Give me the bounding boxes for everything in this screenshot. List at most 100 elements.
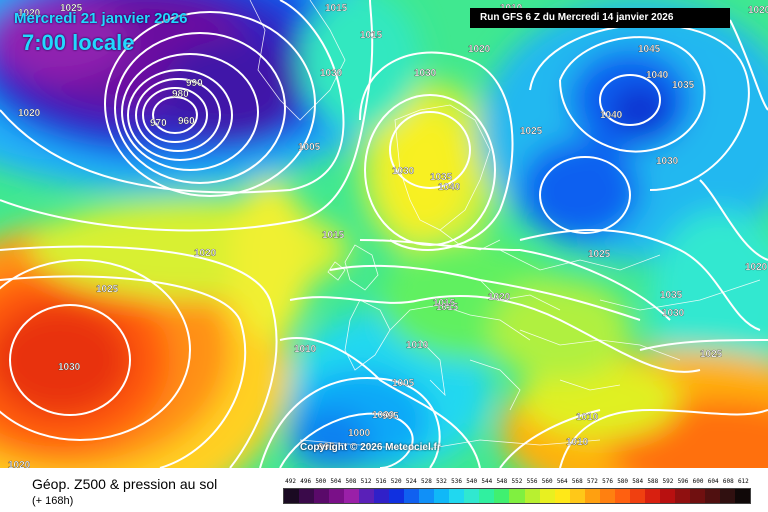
legend-swatch bbox=[734, 489, 750, 503]
run-banner: Run GFS 6 Z du Mercredi 14 janvier 2026 bbox=[470, 8, 730, 28]
legend-swatch bbox=[359, 489, 375, 503]
footer: Géop. Z500 & pression au sol (+ 168h) 49… bbox=[0, 468, 768, 512]
legend-swatch bbox=[419, 489, 435, 503]
legend-swatch bbox=[644, 489, 660, 503]
isobar-label: 1015 bbox=[322, 230, 345, 241]
legend-value-496: 496 bbox=[300, 478, 312, 485]
legend-swatch bbox=[569, 489, 585, 503]
isobar-label: 1030 bbox=[392, 166, 415, 177]
isobar-label: 1020 bbox=[8, 460, 31, 468]
isobar-label: 1010 bbox=[566, 437, 589, 448]
isobar-label: 1030 bbox=[414, 68, 437, 79]
legend-value-500: 500 bbox=[315, 478, 327, 485]
legend-value-524: 524 bbox=[405, 478, 417, 485]
legend-swatch bbox=[299, 489, 315, 503]
isobar-label: 960 bbox=[178, 116, 195, 127]
legend-value-508: 508 bbox=[345, 478, 357, 485]
map-title: Géop. Z500 & pression au sol bbox=[32, 476, 218, 492]
legend-value-568: 568 bbox=[571, 478, 583, 485]
isobar-label: 1035 bbox=[430, 172, 453, 183]
isobar-label: 1035 bbox=[660, 290, 683, 301]
legend-value-548: 548 bbox=[496, 478, 508, 485]
isobar-label: 1025 bbox=[60, 3, 83, 14]
legend-swatch bbox=[554, 489, 570, 503]
legend-value-588: 588 bbox=[647, 478, 659, 485]
isobar-label: 1010 bbox=[294, 344, 317, 355]
isobar-label: 1020 bbox=[748, 5, 768, 16]
legend-swatch bbox=[344, 489, 360, 503]
legend-swatch bbox=[524, 489, 540, 503]
isobar-label: 1015 bbox=[433, 298, 456, 309]
forecast-lead-label: (+ 168h) bbox=[32, 495, 74, 507]
isobar-label: 1020 bbox=[745, 262, 768, 273]
isobar-label: 980 bbox=[172, 89, 189, 100]
valid-date-label: Mercredi 21 janvier 2026 bbox=[14, 10, 188, 27]
legend-swatch bbox=[314, 489, 330, 503]
legend-value-556: 556 bbox=[526, 478, 538, 485]
legend-value-580: 580 bbox=[617, 478, 629, 485]
legend-value-520: 520 bbox=[390, 478, 402, 485]
legend-value-512: 512 bbox=[360, 478, 372, 485]
legend-value-572: 572 bbox=[587, 478, 598, 485]
legend-swatch bbox=[449, 489, 465, 503]
isobar-label: 1020 bbox=[468, 44, 491, 55]
legend-swatch bbox=[704, 489, 720, 503]
legend-swatch bbox=[434, 489, 450, 503]
legend-swatch bbox=[509, 489, 525, 503]
isobar-label: 1040 bbox=[646, 70, 669, 81]
legend-value-552: 552 bbox=[511, 478, 523, 485]
legend-value-492: 492 bbox=[285, 478, 296, 485]
legend-value-532: 532 bbox=[436, 478, 447, 485]
legend-swatch bbox=[404, 489, 420, 503]
isobar-label: 1020 bbox=[18, 8, 41, 19]
legend-value-596: 596 bbox=[677, 478, 689, 485]
legend-value-516: 516 bbox=[375, 478, 387, 485]
isobar-label: 1030 bbox=[58, 362, 81, 373]
legend-swatch bbox=[719, 489, 735, 503]
isobar-label: 1025 bbox=[96, 284, 119, 295]
legend-swatch bbox=[539, 489, 555, 503]
isobar-label: 1035 bbox=[672, 80, 695, 91]
legend-swatch bbox=[689, 489, 705, 503]
isobar-label: 1040 bbox=[438, 182, 461, 193]
legend-value-504: 504 bbox=[330, 478, 342, 485]
legend-value-576: 576 bbox=[602, 478, 613, 485]
legend-swatch bbox=[284, 489, 300, 503]
legend-swatch bbox=[329, 489, 345, 503]
legend-swatch bbox=[494, 489, 510, 503]
isobar-label: 1000 bbox=[348, 428, 371, 439]
legend-swatch bbox=[674, 489, 690, 503]
isobar-label: 1015 bbox=[360, 30, 383, 41]
copyright-label: Copyright © 2026 Meteociel.fr bbox=[300, 442, 441, 453]
legend-value-612: 612 bbox=[737, 478, 749, 485]
legend-swatch bbox=[374, 489, 390, 503]
isobar-label: 1025 bbox=[520, 126, 543, 137]
isobar-label: 1015 bbox=[325, 3, 348, 14]
legend-value-592: 592 bbox=[662, 478, 674, 485]
isobar-label: 1005 bbox=[298, 142, 321, 153]
isobar-label: 1015 bbox=[436, 302, 459, 313]
isobar-label: 995 bbox=[382, 411, 399, 422]
isobar-label: 1025 bbox=[700, 349, 723, 360]
legend-value-528: 528 bbox=[420, 478, 432, 485]
legend-swatch bbox=[464, 489, 480, 503]
legend-swatch bbox=[659, 489, 675, 503]
isobars bbox=[0, 0, 768, 468]
isobar-label: 1005 bbox=[392, 378, 415, 389]
isobar-label: 1030 bbox=[372, 410, 395, 421]
isobar-label: 1030 bbox=[320, 68, 343, 79]
isobar-label: 1040 bbox=[600, 110, 623, 121]
legend-value-600: 600 bbox=[692, 478, 704, 485]
isobar-label: 1020 bbox=[488, 292, 511, 303]
legend-value-544: 544 bbox=[481, 478, 493, 485]
legend-value-604: 604 bbox=[707, 478, 719, 485]
isobar-label: 970 bbox=[150, 118, 167, 129]
isobar-label: 1020 bbox=[194, 248, 217, 259]
legend-value-540: 540 bbox=[466, 478, 478, 485]
legend-value-608: 608 bbox=[722, 478, 734, 485]
legend-swatch bbox=[389, 489, 405, 503]
isobar-label: 1010 bbox=[406, 340, 429, 351]
legend-swatch bbox=[629, 489, 645, 503]
